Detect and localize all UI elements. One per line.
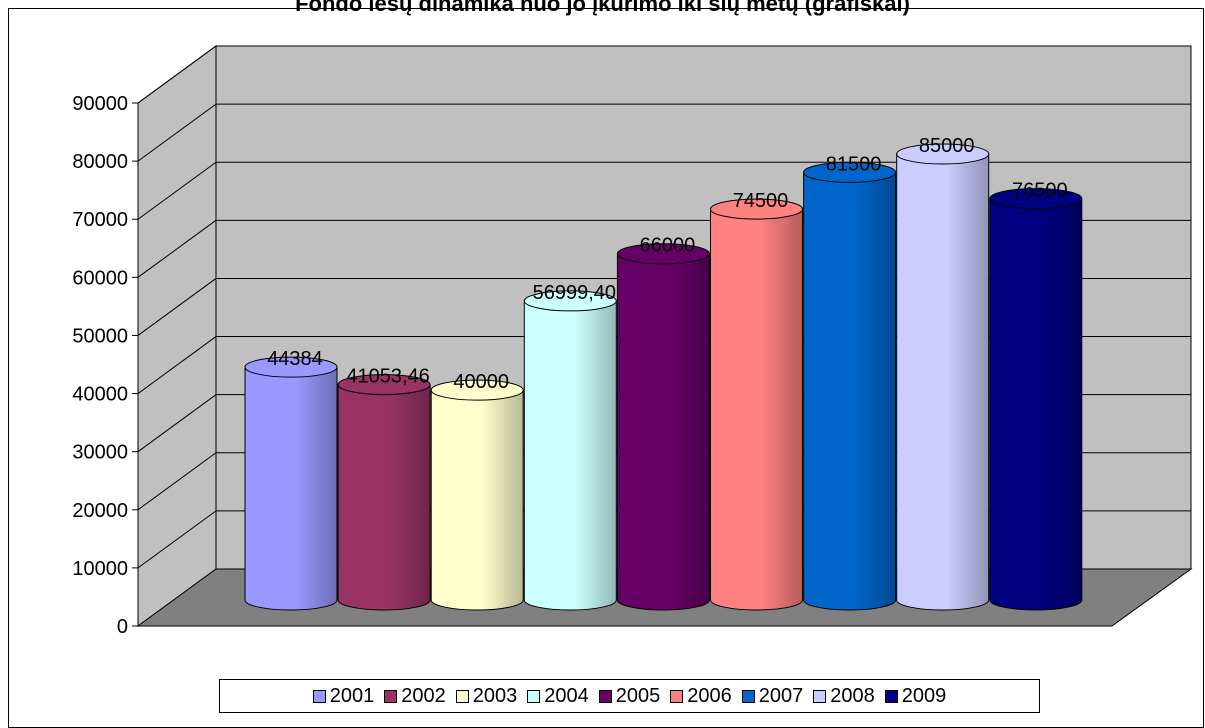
legend-label: 2009 xyxy=(901,684,947,707)
bar-body xyxy=(616,253,710,611)
bar-2008 xyxy=(896,143,990,611)
gridline-side xyxy=(137,278,217,336)
bar-body xyxy=(523,300,617,611)
gridline-side xyxy=(137,452,217,511)
legend-label: 2004 xyxy=(544,684,589,707)
y-tick-label: 90000 xyxy=(72,93,128,115)
legend-label: 2005 xyxy=(615,684,661,707)
data-label-2002: 41053,46 xyxy=(346,366,429,388)
data-label-2001: 44384 xyxy=(267,348,323,370)
bar-2007 xyxy=(803,161,897,611)
legend-swatch xyxy=(598,689,612,703)
legend-item-2006: 2006 xyxy=(670,685,732,708)
gridline-side xyxy=(137,103,217,162)
legend-label: 2003 xyxy=(472,684,518,707)
legend-swatch xyxy=(312,689,326,703)
legend-swatch xyxy=(884,689,898,703)
bar-2006 xyxy=(710,198,803,611)
bar-top xyxy=(523,290,617,312)
data-labels: 44384 41053,46 40000 56999,40 66000 74500 8150… xyxy=(267,135,1067,393)
bar-top xyxy=(430,379,524,401)
bar-body xyxy=(244,366,338,611)
bar-body xyxy=(430,389,524,611)
gridline-side xyxy=(137,45,217,104)
bar-2005 xyxy=(616,243,710,611)
bar-body xyxy=(803,171,897,611)
y-tick-label: 60000 xyxy=(72,267,128,289)
y-tick-label: 0 xyxy=(117,616,128,638)
y-tick-label: 30000 xyxy=(72,442,128,464)
legend-swatch xyxy=(527,689,541,703)
legend-item-2007: 2007 xyxy=(741,684,804,708)
legend: 2001 2002 2003 2004 2005 2006 2007 2008 2009 xyxy=(219,679,1040,713)
data-label-2006: 74500 xyxy=(733,190,789,212)
gridline-side xyxy=(137,161,217,220)
data-label-2008: 85000 xyxy=(919,135,975,157)
bar-top xyxy=(616,243,710,265)
bar-2004 xyxy=(523,290,617,611)
y-tick-label: 70000 xyxy=(72,209,128,231)
bar-body xyxy=(337,384,431,611)
y-tick-label: 80000 xyxy=(72,151,128,173)
gridline-side xyxy=(137,510,217,569)
bar-top xyxy=(896,143,990,165)
y-axis: 0 10000 20000 30000 40000 50000 60000 70000 8000… xyxy=(72,93,139,638)
bar-top xyxy=(803,161,897,183)
bar-top xyxy=(337,374,431,396)
legend-item-2002: 2002 xyxy=(384,685,446,708)
bar-body xyxy=(989,198,1083,611)
legend-label: 2007 xyxy=(758,684,804,707)
bar-2002 xyxy=(337,374,431,611)
legend-label: 2008 xyxy=(830,684,875,707)
legend-item-2003: 2003 xyxy=(455,684,518,708)
legend-item-2005: 2005 xyxy=(598,684,661,708)
legend-item-2001: 2001 xyxy=(312,684,375,708)
gridline-side xyxy=(137,394,217,453)
legend-swatch xyxy=(670,689,684,703)
legend-item-2008: 2008 xyxy=(813,685,875,708)
data-label-2009: 76500 xyxy=(1012,180,1068,202)
legend-swatch xyxy=(741,689,755,703)
data-label-2005: 66000 xyxy=(640,235,696,257)
bar-2009 xyxy=(989,188,1083,611)
data-label-2003: 40000 xyxy=(453,371,509,393)
bars xyxy=(244,143,1083,611)
bar-body xyxy=(710,208,803,611)
bar-body xyxy=(896,153,990,611)
legend-label: 2001 xyxy=(329,684,375,707)
y-tick-label: 50000 xyxy=(72,325,128,347)
bar-top xyxy=(244,356,338,378)
bar-2001 xyxy=(244,356,338,611)
legend-swatch xyxy=(813,689,827,703)
data-label-2004: 56999,40 xyxy=(533,282,616,304)
legend-item-2004: 2004 xyxy=(527,685,589,708)
bar-2003 xyxy=(430,379,524,611)
bar-top xyxy=(989,188,1083,210)
y-tick-label: 40000 xyxy=(72,384,128,406)
legend-swatch xyxy=(455,689,469,703)
chart-title: Fondo lėšų dinamika nuo jo įkūrimo iki š… xyxy=(295,0,910,16)
gridline-side xyxy=(137,219,217,278)
bar-top xyxy=(710,198,803,220)
gridline-side xyxy=(137,336,217,394)
legend-item-2009: 2009 xyxy=(884,684,947,708)
data-label-2007: 81500 xyxy=(826,153,882,175)
legend-swatch xyxy=(384,689,398,703)
legend-label: 2006 xyxy=(687,684,732,707)
legend-label: 2002 xyxy=(401,684,446,707)
y-tick-label: 10000 xyxy=(72,558,128,580)
y-tick-label: 20000 xyxy=(72,500,128,522)
